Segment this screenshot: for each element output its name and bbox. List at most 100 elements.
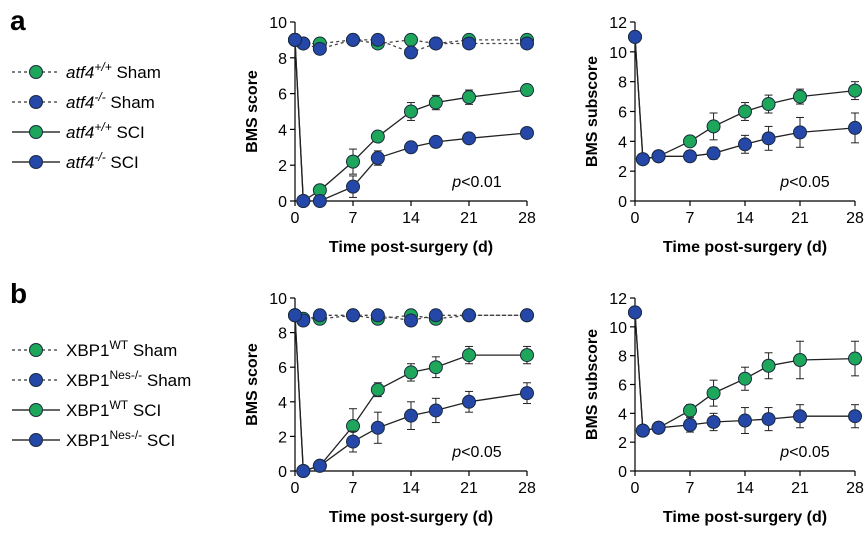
data-point [683,134,697,149]
data-point [370,151,385,166]
data-point [520,36,534,51]
data-point [462,90,476,105]
y-tick-label: 10 [609,45,627,62]
legend-marker [29,155,43,169]
legend-label-sup: -/- [94,150,105,164]
x-axis-label: Time post-surgery (d) [329,509,493,526]
y-tick-label: 6 [618,105,627,122]
y-tick-label: 2 [618,435,627,452]
y-tick-label: 0 [618,194,627,211]
p-symbol: p [779,174,789,191]
x-axis-label: Time post-surgery (d) [663,509,827,526]
data-point [312,308,327,323]
data-point [428,308,443,323]
x-tick-label: 7 [686,210,695,227]
legend-label-sup: Nes-/- [109,368,142,382]
y-tick-label: 6 [618,378,627,395]
x-tick-label: 0 [631,210,640,227]
legend-label-rest: SCI [142,431,175,450]
data-point [312,458,327,473]
y-tick-label: 8 [618,75,627,92]
legend-label-rest: Sham [142,371,191,390]
x-tick-label: 28 [518,480,536,497]
data-point [296,464,311,478]
chart-1: 0 2 4 6 8 10 0 7 14 21 28 Time post-surgery (d) BMS … [244,15,536,256]
x-tick-label: 28 [846,480,864,497]
data-point [761,131,776,146]
data-point [404,104,418,119]
x-tick-label: 21 [460,210,478,227]
p-value-annotation: p<0.01 [451,174,501,191]
data-point [370,129,385,144]
legend-label-main: atf4 [66,153,94,172]
legend-marker [29,403,43,417]
data-point [370,308,385,323]
data-point [404,365,418,380]
legend-label-rest: Sham [112,63,161,82]
legend-item: XBP1Nes-/- Sham [12,368,191,390]
y-tick-label: 4 [278,395,287,412]
data-point [793,352,807,367]
legend-marker [29,433,43,447]
legend-label-main: XBP1 [66,431,109,450]
data-point [761,97,776,112]
data-point [346,32,360,47]
data-point [683,149,697,164]
x-tick-label: 0 [291,480,300,497]
data-point [848,83,862,98]
data-point [848,409,862,424]
y-tick-label: 12 [609,15,627,32]
y-tick-label: 4 [618,134,627,151]
data-point [635,423,650,438]
y-tick-label: 10 [609,320,627,337]
legend-item: XBP1WT SCI [12,398,161,420]
x-tick-label: 0 [631,480,640,497]
y-tick-label: 0 [278,194,287,211]
x-tick-label: 14 [402,210,420,227]
x-tick-label: 21 [791,480,809,497]
legend-item: atf4-/- Sham [12,90,155,112]
data-point [761,358,776,373]
data-point [462,394,476,409]
legend-item: atf4+/+ SCI [12,120,145,142]
x-tick-label: 14 [736,480,754,497]
data-point [738,413,752,428]
data-point [288,308,302,323]
panel-letter-a: a [10,5,26,36]
legend-label-sup: Nes-/- [109,428,142,442]
series-2 [628,305,862,438]
y-axis-label: BMS subscore [584,329,601,440]
data-point [428,134,443,149]
x-tick-label: 28 [518,210,536,227]
p-value-annotation: p<0.05 [779,174,829,191]
data-point [404,408,418,423]
panel-letter-b: b [10,278,27,309]
data-point [706,386,721,401]
p-symbol: p [451,444,461,461]
p-value: <0.05 [789,174,830,191]
data-point [738,104,752,119]
p-value-annotation: p<0.05 [779,444,829,461]
data-point [404,32,418,47]
legend-marker [29,343,43,357]
data-point [370,382,385,397]
legend-label-sup: +/+ [94,120,111,134]
y-tick-label: 2 [618,164,627,181]
series-4 [288,308,534,478]
data-point [628,305,642,320]
legend-label: atf4+/+ SCI [66,120,145,142]
data-point [651,420,666,435]
legend-marker [29,125,43,139]
legend-label-rest: SCI [112,123,145,142]
series-2 [628,29,862,167]
data-point [428,95,443,110]
y-tick-label: 2 [278,429,287,446]
data-point [738,137,752,152]
legend-label: XBP1WT Sham [66,338,177,360]
x-axis-label: Time post-surgery (d) [329,239,493,256]
x-tick-label: 21 [460,480,478,497]
data-point [520,125,534,140]
y-tick-label: 0 [278,464,287,481]
data-point [312,41,327,56]
